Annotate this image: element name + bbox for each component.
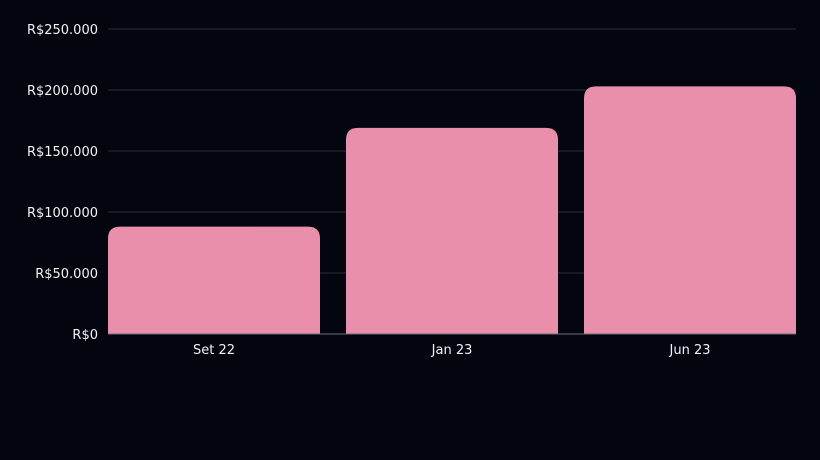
x-axis-tick-labels: Set 22 Jan 23 Jun 23 xyxy=(193,343,711,358)
y-axis-tick-labels: R$0 R$50.000 R$100.000 R$150.000 R$200.000 R$… xyxy=(27,23,98,343)
x-tick-label: Jan 23 xyxy=(431,343,473,358)
y-tick-label: R$250.000 xyxy=(27,23,98,38)
bar xyxy=(108,226,320,334)
x-tick-label: Jun 23 xyxy=(669,343,711,358)
y-tick-label: R$100.000 xyxy=(27,206,98,221)
bar xyxy=(584,86,796,334)
bar xyxy=(346,127,558,334)
x-tick-label: Set 22 xyxy=(193,343,235,358)
y-tick-label: R$150.000 xyxy=(27,145,98,160)
y-tick-label: R$0 xyxy=(72,328,98,343)
bars xyxy=(108,86,796,334)
y-tick-label: R$200.000 xyxy=(27,84,98,99)
y-tick-label: R$50.000 xyxy=(35,267,98,282)
